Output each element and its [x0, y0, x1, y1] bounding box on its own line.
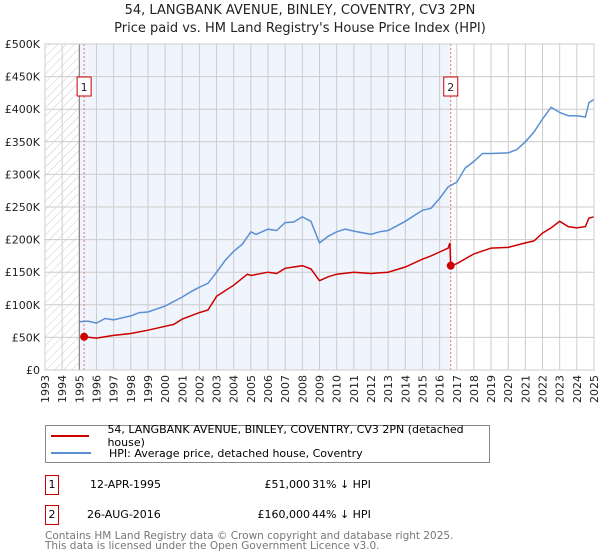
x-tick-label: 2025	[588, 375, 600, 403]
x-tick-label: 1997	[108, 375, 121, 403]
x-tick-label: 1996	[90, 375, 103, 403]
sale-hpi-diff: 31% ↓ HPI	[312, 478, 371, 491]
x-tick-label: 2020	[502, 375, 515, 403]
x-tick-label: 2014	[399, 375, 412, 403]
y-tick-label: £100K	[5, 299, 41, 312]
x-tick-label: 2022	[537, 375, 550, 403]
x-tick-label: 2013	[382, 375, 395, 403]
y-tick-label: £300K	[5, 168, 41, 181]
plot-area: 1993 1994 1995 1996 1997 1998 1999 2000 2001 2002…	[5, 38, 600, 403]
sale-price: £160,000	[257, 508, 311, 521]
x-tick-label: 2018	[468, 375, 481, 403]
sale-point	[80, 332, 89, 341]
x-tick-label: 2010	[331, 375, 344, 403]
x-tick-label: 2009	[314, 375, 327, 403]
sale-date: 26-AUG-2016	[87, 508, 161, 521]
sale-marker-box	[76, 76, 92, 97]
x-tick-label: 2024	[571, 375, 584, 403]
x-tick-label: 2015	[416, 375, 429, 403]
legend-swatch-blue	[51, 452, 91, 454]
sale-point	[446, 261, 455, 270]
x-tick-label: 2017	[451, 375, 464, 403]
x-tick-label: 2001	[176, 375, 189, 403]
sale-marker-label: 2	[447, 81, 454, 94]
x-tick-label: 2006	[262, 375, 275, 403]
sale-marker-label: 1	[81, 81, 88, 94]
sale-row-1: 1 12-APR-1995 £51,000 31% ↓ HPI	[45, 475, 545, 497]
footer-licence: This data is licensed under the Open Gov…	[45, 540, 380, 552]
x-tick-label: 2005	[245, 375, 258, 403]
x-tick-label: 1995	[73, 375, 86, 403]
y-tick-label: £450K	[5, 71, 41, 84]
plot-border	[44, 43, 595, 371]
x-tick-label: 2004	[228, 375, 241, 403]
x-tick-label: 2012	[365, 375, 378, 403]
sale-hpi-diff: 44% ↓ HPI	[312, 508, 371, 521]
legend-label: HPI: Average price, detached house, Cove…	[109, 446, 363, 460]
x-tick-label: 2023	[554, 375, 567, 403]
y-tick-label: £500K	[5, 38, 41, 51]
x-tick-label: 2002	[193, 375, 206, 403]
x-tick-label: 1993	[39, 375, 52, 403]
hpi-line	[79, 98, 595, 324]
legend-item-property: 54, LANGBANK AVENUE, BINLEY, COVENTRY, C…	[46, 423, 489, 449]
x-tick-label: 2007	[279, 375, 292, 403]
y-tick-label: £250K	[5, 201, 41, 214]
x-tick-label: 2008	[296, 375, 309, 403]
chart-title: 54, LANGBANK AVENUE, BINLEY, COVENTRY, C…	[124, 3, 476, 18]
y-tick-label: £200K	[5, 234, 41, 247]
y-tick-label: £150K	[5, 266, 41, 279]
x-tick-label: 2016	[434, 375, 447, 403]
sale-marker-box: 1	[45, 475, 59, 495]
legend: 54, LANGBANK AVENUE, BINLEY, COVENTRY, C…	[45, 423, 490, 463]
y-tick-label: £50K	[12, 331, 41, 344]
x-tick-label: 2021	[519, 375, 532, 403]
sale-marker-box	[443, 76, 459, 97]
legend-item-hpi: HPI: Average price, detached house, Cove…	[46, 445, 363, 461]
x-tick-label: 2019	[485, 375, 498, 403]
x-tick-label: 2011	[348, 375, 361, 403]
y-tick-label: £400K	[5, 103, 41, 116]
legend-label: 54, LANGBANK AVENUE, BINLEY, COVENTRY, C…	[107, 423, 464, 449]
footer-copyright: Contains HM Land Registry data © Crown c…	[45, 530, 454, 542]
x-tick-label: 1999	[142, 375, 155, 403]
sale-marker-box: 2	[45, 505, 59, 525]
sale-price: £51,000	[264, 478, 311, 491]
x-tick-label: 1994	[56, 375, 69, 403]
sale-row-2: 2 26-AUG-2016 £160,000 44% ↓ HPI	[45, 505, 545, 527]
y-tick-label: £0	[26, 364, 40, 377]
chart-subtitle: Price paid vs. HM Land Registry's House …	[114, 21, 486, 36]
price-paid-line	[84, 216, 595, 339]
x-tick-label: 1998	[125, 375, 138, 403]
legend-swatch-red	[51, 435, 90, 437]
sale-date: 12-APR-1995	[90, 478, 162, 491]
x-tick-label: 2003	[211, 375, 224, 403]
footer: Contains HM Land Registry data © Crown c…	[45, 530, 454, 552]
y-tick-label: £350K	[5, 136, 41, 149]
x-tick-label: 2000	[159, 375, 172, 403]
